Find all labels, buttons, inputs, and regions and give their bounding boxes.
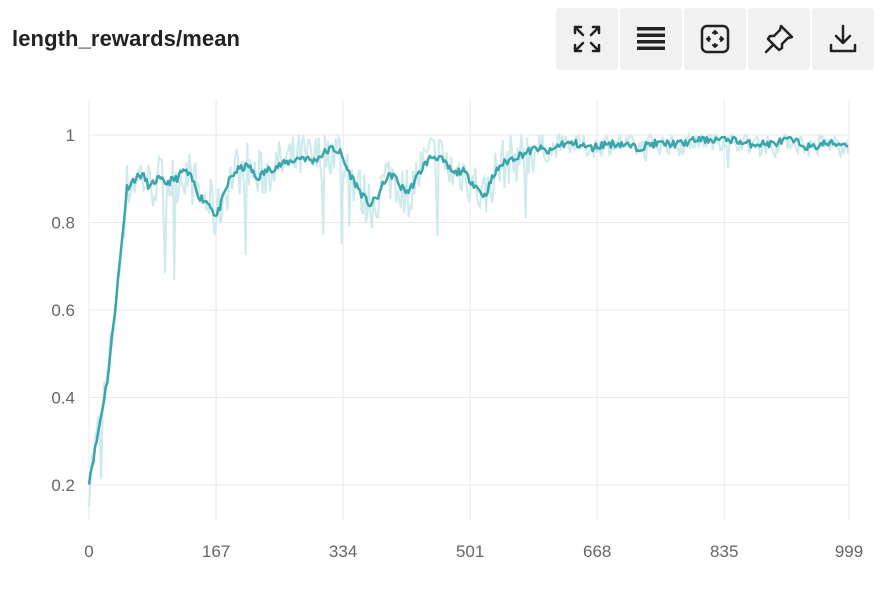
pin-button[interactable] <box>748 8 810 70</box>
x-tick-label: 0 <box>84 542 93 561</box>
x-tick-label: 835 <box>710 542 738 561</box>
chart-grid <box>88 100 850 520</box>
fullscreen-button[interactable] <box>556 8 618 70</box>
fit-view-button[interactable] <box>684 8 746 70</box>
pin-icon <box>764 24 794 54</box>
raw-series-line <box>88 131 850 507</box>
y-tick-label: 0.8 <box>51 214 75 233</box>
y-tick-label: 0.4 <box>51 389 75 408</box>
fullscreen-icon <box>573 25 601 53</box>
smoothed-series-line <box>87 135 849 485</box>
chart-title: length_rewards/mean <box>12 26 241 51</box>
download-button[interactable] <box>812 8 874 70</box>
chart-toolbar <box>556 8 874 70</box>
y-tick-label: 0.2 <box>51 476 75 495</box>
y-tick-label: 1 <box>66 126 75 145</box>
x-tick-label: 334 <box>329 542 357 561</box>
x-tick-label: 999 <box>835 542 863 561</box>
raw-values-band <box>88 131 850 507</box>
chart-series <box>87 135 849 485</box>
list-icon <box>637 27 665 50</box>
x-tick-label: 668 <box>583 542 611 561</box>
download-icon <box>829 24 857 53</box>
y-tick-label: 0.6 <box>51 301 75 320</box>
x-tick-label: 167 <box>202 542 230 561</box>
x-axis-ticks: 0 167 334 501 668 835 999 <box>84 542 863 561</box>
x-tick-label: 501 <box>456 542 484 561</box>
list-button[interactable] <box>620 8 682 70</box>
fit-view-icon <box>700 24 730 54</box>
y-axis-ticks: 0.2 0.4 0.6 0.8 1 <box>51 126 75 495</box>
